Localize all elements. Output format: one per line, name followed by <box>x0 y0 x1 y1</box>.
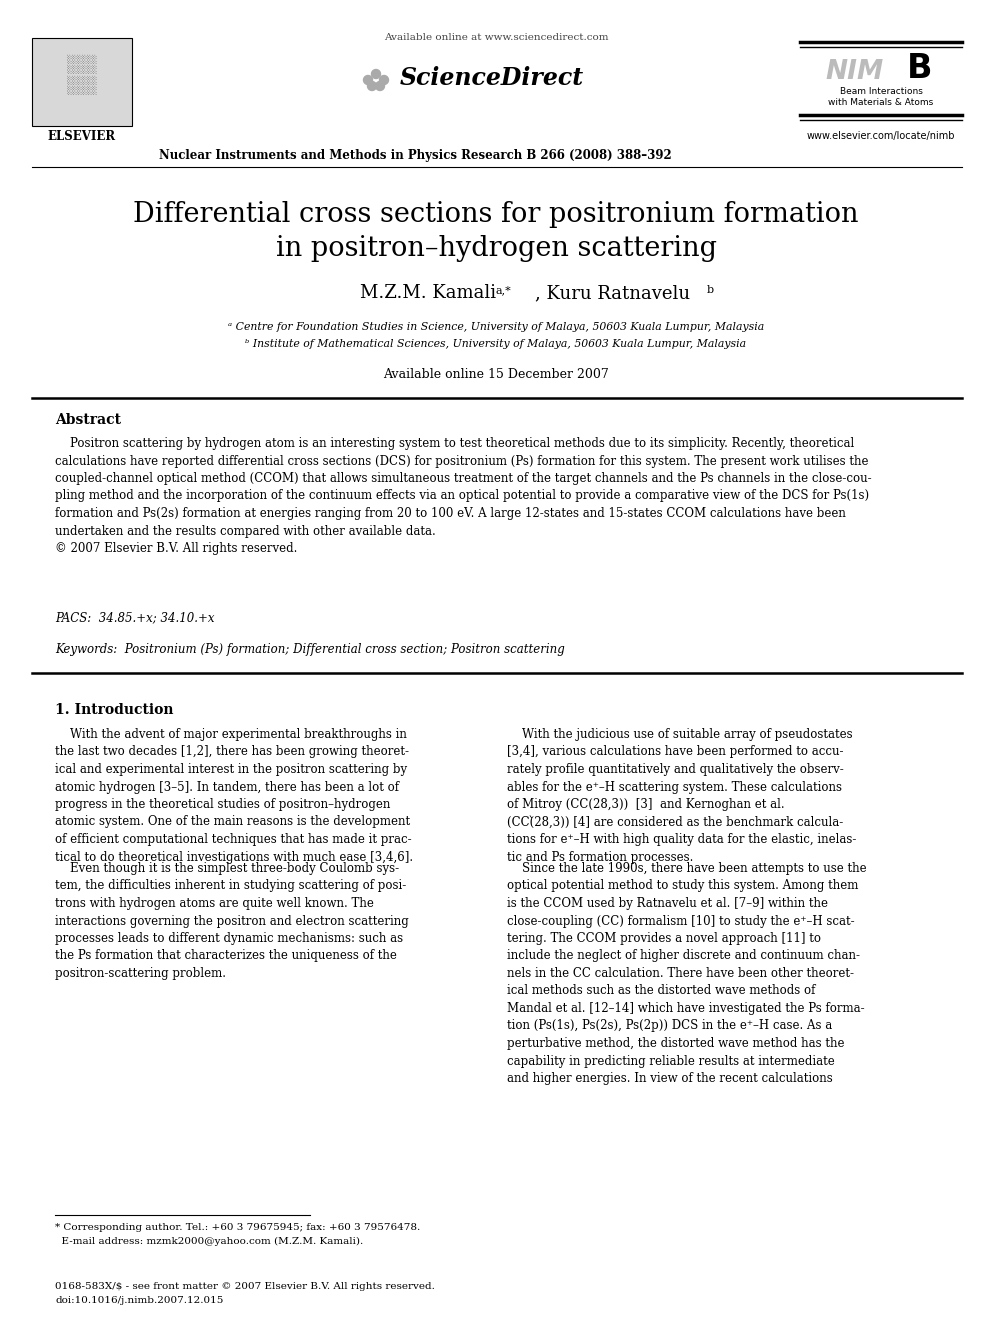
Circle shape <box>367 82 377 90</box>
Text: Since the late 1990s, there have been attempts to use the
optical potential meth: Since the late 1990s, there have been at… <box>507 863 867 1085</box>
Text: Nuclear Instruments and Methods in Physics Research B 266 (2008) 388–392: Nuclear Instruments and Methods in Physi… <box>159 148 672 161</box>
Text: E-mail address: mzmk2000@yahoo.com (M.Z.M. Kamali).: E-mail address: mzmk2000@yahoo.com (M.Z.… <box>55 1237 363 1246</box>
Bar <box>32 38 132 126</box>
Circle shape <box>363 75 373 85</box>
Text: www.elsevier.com/locate/nimb: www.elsevier.com/locate/nimb <box>806 131 955 142</box>
Circle shape <box>376 82 385 90</box>
Text: ScienceDirect: ScienceDirect <box>400 66 584 90</box>
Text: NIM: NIM <box>826 60 884 85</box>
Text: Differential cross sections for positronium formation: Differential cross sections for positron… <box>133 201 859 229</box>
Text: B: B <box>908 53 932 86</box>
Text: PACS:  34.85.+x; 34.10.+x: PACS: 34.85.+x; 34.10.+x <box>55 611 214 624</box>
Circle shape <box>371 70 381 78</box>
Text: ░░░░░░
░░░░░░
░░░░░░
░░░░░░: ░░░░░░ ░░░░░░ ░░░░░░ ░░░░░░ <box>67 54 97 95</box>
Text: Keywords:  Positronium (Ps) formation; Differential cross section; Positron scat: Keywords: Positronium (Ps) formation; Di… <box>55 643 564 656</box>
Text: Beam Interactions
with Materials & Atoms: Beam Interactions with Materials & Atoms <box>828 86 933 107</box>
Text: Even though it is the simplest three-body Coulomb sys-
tem, the difficulties inh: Even though it is the simplest three-bod… <box>55 863 409 980</box>
Text: in positron–hydrogen scattering: in positron–hydrogen scattering <box>276 234 716 262</box>
Text: b: b <box>707 284 714 295</box>
Text: ᵇ Institute of Mathematical Sciences, University of Malaya, 50603 Kuala Lumpur, : ᵇ Institute of Mathematical Sciences, Un… <box>245 339 747 349</box>
Text: 1. Introduction: 1. Introduction <box>55 703 174 717</box>
Text: ᵃ Centre for Foundation Studies in Science, University of Malaya, 50603 Kuala Lu: ᵃ Centre for Foundation Studies in Scien… <box>228 321 764 332</box>
Text: * Corresponding author. Tel.: +60 3 79675945; fax: +60 3 79576478.: * Corresponding author. Tel.: +60 3 7967… <box>55 1222 421 1232</box>
Text: With the advent of major experimental breakthroughs in
the last two decades [1,2: With the advent of major experimental br… <box>55 728 413 864</box>
Text: 0168-583X/$ - see front matter © 2007 Elsevier B.V. All rights reserved.: 0168-583X/$ - see front matter © 2007 El… <box>55 1282 434 1291</box>
Text: M.Z.M. Kamali: M.Z.M. Kamali <box>360 284 496 302</box>
Text: Abstract: Abstract <box>55 413 121 427</box>
Text: Available online 15 December 2007: Available online 15 December 2007 <box>383 368 609 381</box>
Text: Positron scattering by hydrogen atom is an interesting system to test theoretica: Positron scattering by hydrogen atom is … <box>55 437 872 556</box>
Circle shape <box>380 75 389 85</box>
Text: , Kuru Ratnavelu: , Kuru Ratnavelu <box>535 284 690 302</box>
Text: Available online at www.sciencedirect.com: Available online at www.sciencedirect.co… <box>384 33 608 42</box>
Text: doi:10.1016/j.nimb.2007.12.015: doi:10.1016/j.nimb.2007.12.015 <box>55 1297 223 1304</box>
Text: With the judicious use of suitable array of pseudostates
[3,4], various calculat: With the judicious use of suitable array… <box>507 728 856 864</box>
Text: a,*: a,* <box>496 284 512 295</box>
Text: ELSEVIER: ELSEVIER <box>48 130 116 143</box>
